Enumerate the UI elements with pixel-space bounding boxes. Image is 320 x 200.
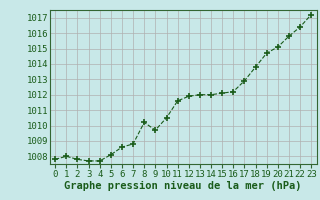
X-axis label: Graphe pression niveau de la mer (hPa): Graphe pression niveau de la mer (hPa)	[64, 181, 302, 191]
